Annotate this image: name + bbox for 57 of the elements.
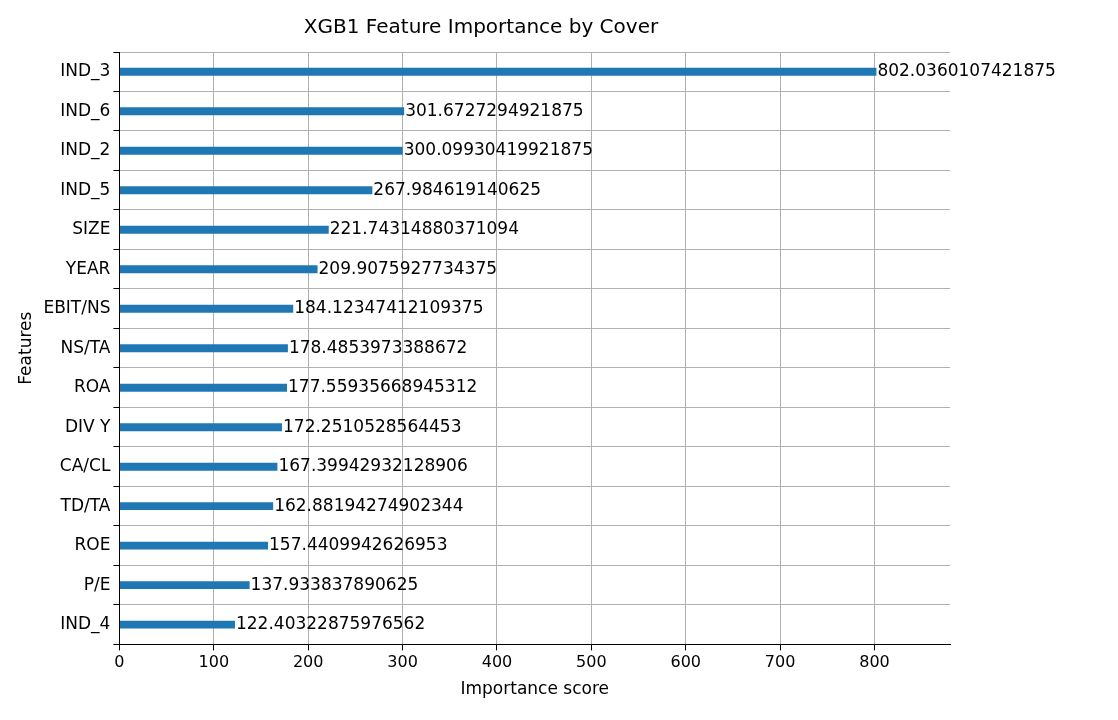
x-tick-label: 400 [481,652,513,672]
bar [119,67,877,76]
bar [119,265,318,274]
y-tick-label: P/E [83,573,111,594]
data-label: 209.9075927734375 [318,257,498,278]
bar [119,502,274,511]
y-tick-label: IND_5 [60,178,111,200]
y-axis-title: Features [14,311,35,385]
x-tick-label: 0 [114,652,125,672]
data-label: 300.09930419921875 [403,139,593,160]
bar [119,620,235,629]
y-tick-label: DIV Y [64,415,112,436]
data-label: 137.933837890625 [250,573,419,594]
y-tick-label: EBIT/NS [43,297,111,318]
x-tick-label: 800 [859,652,890,672]
bar [119,304,294,313]
bar [119,344,288,353]
x-tick-label: 100 [198,652,230,672]
x-tick-label: 200 [292,652,324,672]
data-label: 178.4853973388672 [288,336,468,357]
bar [119,383,288,392]
x-tick-label: 500 [576,652,607,672]
y-tick-label: IND_2 [60,139,111,161]
y-tick-label: TD/TA [59,494,111,515]
y-tick-label: IND_3 [60,60,111,82]
data-label: 172.2510528564453 [283,415,462,436]
data-label: 177.55935668945312 [288,376,478,397]
y-tick-label: IND_6 [60,99,111,121]
data-label: 221.74314880371094 [329,218,519,239]
chart-title: XGB1 Feature Importance by Cover [303,14,659,39]
data-label: 301.6727294921875 [405,99,584,120]
bar [119,423,283,432]
y-tick-label: IND_4 [60,613,111,635]
bar [119,107,405,116]
y-tick-label: NS/TA [60,336,111,357]
bar [119,462,278,471]
y-tick-label: CA/CL [59,455,111,476]
bar [119,581,250,590]
y-tick-label: YEAR [64,257,111,278]
data-label: 157.4409942626953 [269,534,448,555]
y-tick-label: ROE [74,534,111,555]
y-tick-label: ROA [73,376,111,397]
data-label: 167.39942932128906 [278,455,468,476]
x-axis-title: Importance score [460,678,609,699]
data-label: 184.12347412109375 [294,297,484,318]
data-label: 802.0360107421875 [877,60,1056,81]
data-label: 122.40322875976562 [235,613,426,634]
x-tick-label: 700 [764,652,796,672]
bar [119,541,269,550]
bar [119,186,373,195]
bar [119,225,329,234]
data-label: 267.984619140625 [373,178,542,199]
y-tick-label: SIZE [72,218,111,239]
x-tick-label: 600 [670,652,701,672]
data-label: 162.88194274902344 [274,494,464,515]
x-tick-label: 300 [387,652,418,672]
bar [119,146,403,155]
